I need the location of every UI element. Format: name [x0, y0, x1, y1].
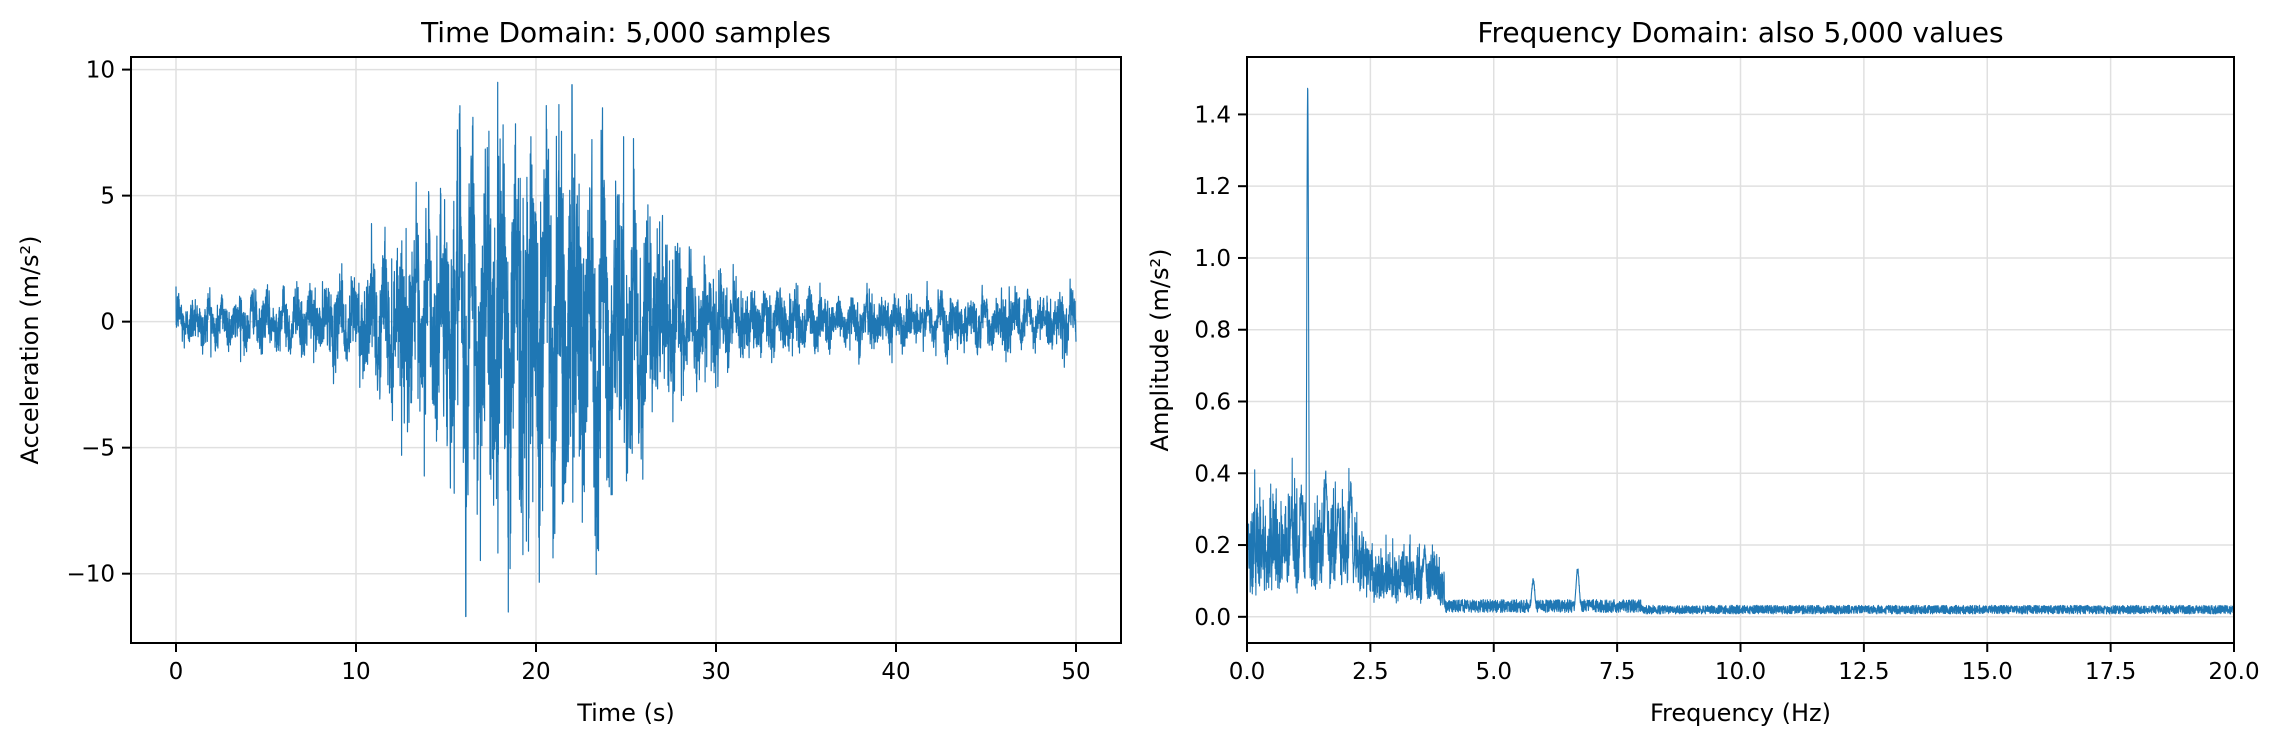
y-tick-label: 1.4	[1194, 102, 1231, 128]
frequency-series	[1246, 87, 2235, 615]
frequency-grid	[1246, 57, 2235, 643]
y-tick-label: 0.6	[1194, 389, 1231, 415]
x-tick-label: 2.5	[1352, 659, 1389, 685]
x-tick-label: 7.5	[1599, 659, 1636, 685]
x-tick-label: 0.0	[1229, 659, 1266, 685]
x-tick-label: 40	[881, 659, 910, 685]
frequency-axes-frame	[1246, 56, 2235, 644]
x-tick-label: 30	[701, 659, 730, 685]
y-tick-label: 0.8	[1194, 318, 1231, 344]
x-tick-label: 0	[169, 659, 184, 685]
y-tick-label: 1.0	[1194, 246, 1231, 272]
x-tick-label: 15.0	[1962, 659, 2013, 685]
x-tick-label: 20.0	[2208, 659, 2259, 685]
y-tick-label: −5	[81, 436, 115, 462]
frequency-ticks: 0.0 2.5 5.0 7.5 10.0 12.5 15.0 17.5 20.0 0.0 0.2 0.…	[1194, 102, 2259, 685]
time-ylabel: Acceleration (m/s²)	[16, 235, 44, 464]
y-tick-label: 0	[100, 310, 115, 336]
x-tick-label: 50	[1061, 659, 1090, 685]
time-title: Time Domain: 5,000 samples	[420, 16, 831, 49]
acceleration-line	[175, 81, 1077, 618]
y-tick-label: 5	[100, 184, 115, 210]
x-tick-label: 10.0	[1715, 659, 1766, 685]
x-tick-label: 5.0	[1475, 659, 1512, 685]
y-tick-label: 0.2	[1194, 533, 1231, 559]
amplitude-line	[1246, 87, 2235, 615]
frequency-title: Frequency Domain: also 5,000 values	[1477, 16, 2003, 49]
x-tick-label: 12.5	[1838, 659, 1889, 685]
x-tick-label: 10	[341, 659, 370, 685]
frequency-ylabel: Amplitude (m/s²)	[1146, 249, 1174, 452]
time-axes-frame	[130, 56, 1122, 644]
x-tick-label: 17.5	[2085, 659, 2136, 685]
frequency-domain-axes: 0.0 2.5 5.0 7.5 10.0 12.5 15.0 17.5 20.0 0.0 0.2 0.…	[1146, 16, 2260, 727]
time-series	[175, 81, 1077, 618]
frequency-xlabel: Frequency (Hz)	[1650, 699, 1831, 727]
y-tick-label: −10	[66, 562, 115, 588]
y-tick-label: 0.0	[1194, 605, 1231, 631]
y-tick-label: 10	[86, 58, 115, 84]
time-xlabel: Time (s)	[576, 699, 675, 727]
y-tick-label: 0.4	[1194, 461, 1231, 487]
y-tick-label: 1.2	[1194, 174, 1231, 200]
x-tick-label: 20	[521, 659, 550, 685]
